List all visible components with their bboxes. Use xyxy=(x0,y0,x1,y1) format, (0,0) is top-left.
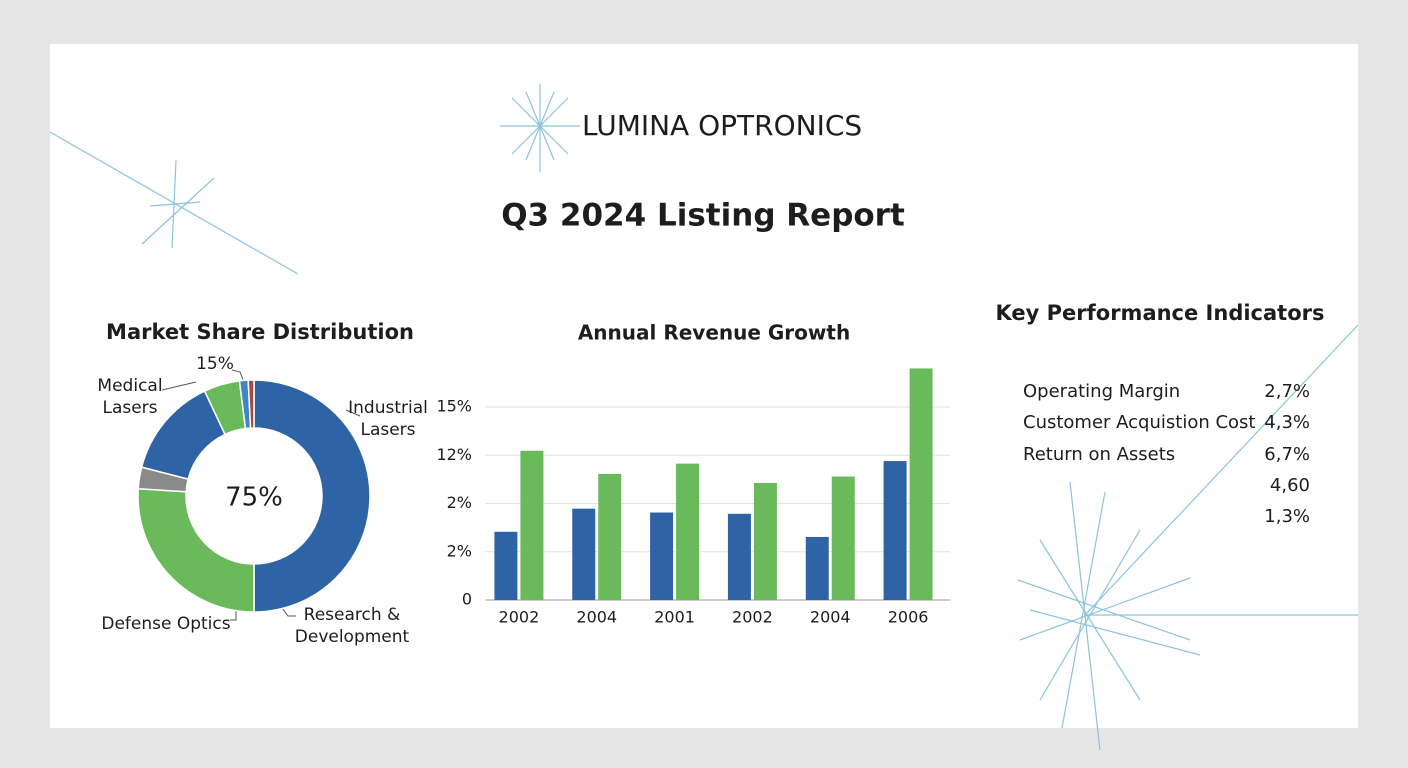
y-tick-label: 0 xyxy=(462,590,472,609)
bar xyxy=(909,368,933,600)
kpi-value: 1,3% xyxy=(1264,506,1310,528)
donut-slice xyxy=(253,379,371,613)
bar xyxy=(805,536,829,600)
bar xyxy=(831,476,855,600)
kpi-label: Operating Margin xyxy=(1023,381,1181,402)
donut-center-label: 75% xyxy=(225,483,283,513)
x-tick-label: 2001 xyxy=(654,608,695,627)
y-tick-label: 2% xyxy=(447,541,472,560)
y-tick-label: 2% xyxy=(447,493,472,512)
slice-label: Research & Development xyxy=(294,605,410,647)
kpi-label: Return on Assets xyxy=(1023,443,1176,465)
bar xyxy=(676,463,700,600)
bar xyxy=(727,513,751,600)
report-title: Q3 2024 Listing Report xyxy=(501,198,905,234)
slice-label: Medical Lasers xyxy=(97,376,163,418)
bar-title: Annual Revenue Growth xyxy=(578,321,850,345)
donut-title: Market Share Distribution xyxy=(106,320,414,344)
bar xyxy=(494,531,518,600)
y-tick-label: 12% xyxy=(436,445,472,464)
donut-slice xyxy=(137,487,255,613)
slice-label: Defense Optics xyxy=(101,614,231,634)
donut-slice xyxy=(247,379,255,429)
x-tick-label: 2006 xyxy=(888,608,929,627)
x-tick-label: 2004 xyxy=(810,608,851,627)
kpi-value: 2,7% xyxy=(1264,381,1310,402)
decoration xyxy=(49,84,1359,751)
leader-lines xyxy=(161,369,361,621)
bar xyxy=(883,461,907,600)
kpi-label: Customer Acquistion Cost xyxy=(1023,412,1256,434)
brand: LUMINA OPTRONICS xyxy=(582,109,862,142)
bar xyxy=(598,473,622,600)
bar xyxy=(520,450,544,600)
kpi-title: Key Performance Indicators xyxy=(996,301,1325,325)
slice-label: 15% xyxy=(196,354,234,374)
x-tick-label: 2002 xyxy=(499,608,540,627)
slice-label: Industrial Lasers xyxy=(348,398,428,440)
x-tick-label: 2004 xyxy=(576,608,617,627)
kpi-value: 4,60 xyxy=(1269,474,1310,496)
bar xyxy=(572,508,596,600)
x-tick-label: 2002 xyxy=(732,608,773,627)
kpi-value: 6,7% xyxy=(1264,443,1310,465)
y-tick-label: 15% xyxy=(436,397,472,416)
kpi-value: 4,3% xyxy=(1264,412,1310,434)
bar xyxy=(650,512,674,600)
bar xyxy=(753,482,777,600)
